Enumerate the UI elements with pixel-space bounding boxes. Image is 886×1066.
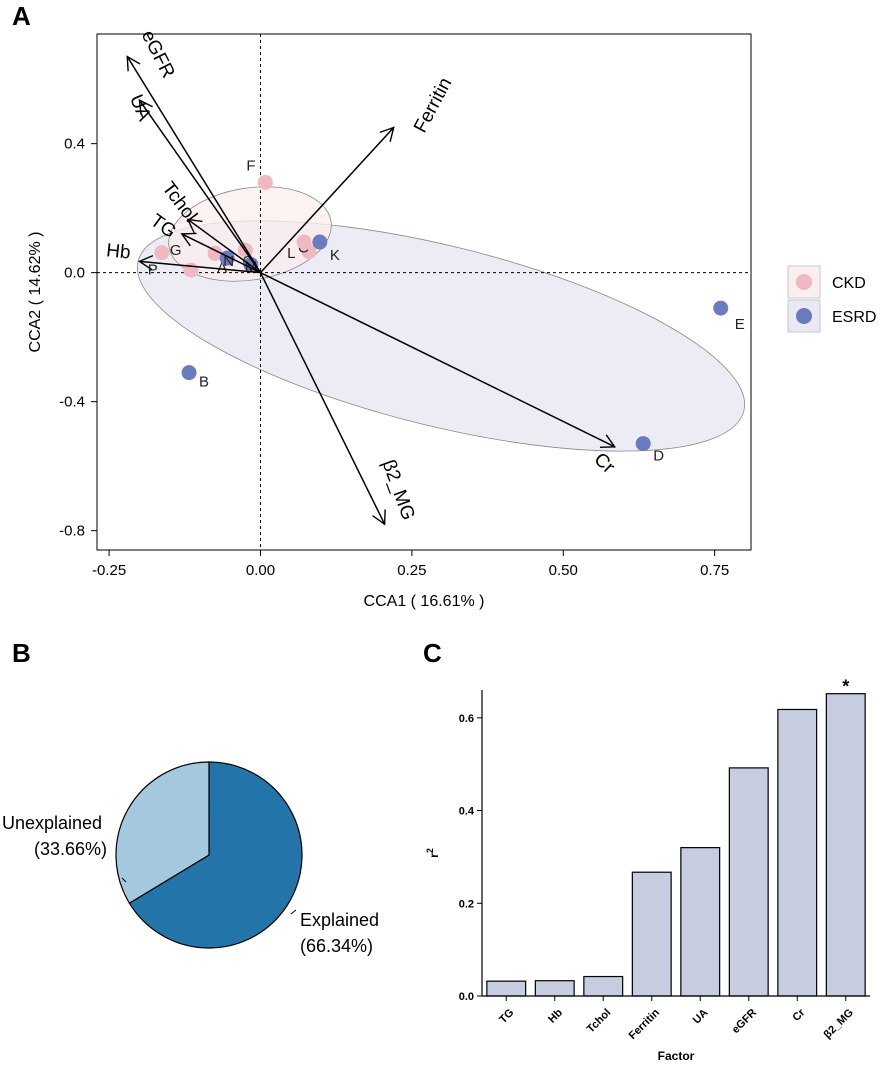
- point-g: [183, 262, 199, 278]
- legend-label-esrd: ESRD: [832, 309, 876, 326]
- point-label-p: P: [148, 262, 158, 279]
- vector-ferritin: [259, 126, 395, 274]
- point-label-k: K: [330, 247, 340, 264]
- x-tick-label-hb: Hb: [546, 1007, 565, 1026]
- plot-frame: [96, 33, 752, 551]
- pie-slice-explained: [128, 761, 303, 949]
- bars: *: [486, 677, 866, 997]
- x-axis-title: CCA1 ( 16.61% ): [364, 593, 485, 610]
- point-label-a: A: [217, 259, 227, 276]
- x-tick-label-2-mg: β2_MG: [822, 1007, 856, 1041]
- vector-ua: [138, 98, 262, 274]
- point-label-d: D: [653, 448, 664, 465]
- y-axis-title: r2: [425, 848, 441, 858]
- bar-tg: [486, 980, 527, 997]
- vector-label-ferritin: Ferritin: [410, 74, 456, 136]
- point-d: [635, 436, 651, 452]
- pie-pct-unexplained: (33.66%): [34, 839, 107, 859]
- y-tick-label-0: 0.0: [459, 991, 474, 1003]
- point-label-n: N: [223, 253, 234, 270]
- x-tick-label-ua: UA: [691, 1007, 711, 1027]
- legend-marker-esrd: [796, 308, 812, 324]
- pie-label-explained: Explained: [300, 910, 379, 930]
- bar-ua: [680, 847, 721, 997]
- vector-tchol: [186, 218, 261, 274]
- vector-label-ua: UA: [125, 92, 155, 125]
- panel-letter-a: A: [12, 1, 31, 31]
- x-tick-label-tg: TG: [497, 1007, 516, 1026]
- x-tick-label-egfr: eGFR: [730, 1007, 759, 1036]
- x-tick-label-1: 0.00: [246, 562, 275, 579]
- vector-2-mg: [259, 272, 386, 526]
- point-a: [207, 245, 223, 261]
- vector-hb: [137, 254, 261, 274]
- y-tick-label-1: 0.2: [459, 898, 474, 910]
- y-axis-title-sup: 2: [425, 848, 435, 853]
- x-tick-label-0: -0.25: [92, 562, 126, 579]
- pie-label-unexplained: Unexplained: [2, 813, 102, 833]
- point-b: [181, 365, 197, 381]
- point-f: [257, 174, 273, 190]
- legend-label-ckd: CKD: [832, 275, 866, 292]
- cca-biplot: ACFGLOPBDEKMN eGFRUAFerritinTcholTGHbCrβ…: [27, 27, 752, 610]
- vector-label-egfr: eGFR: [137, 27, 179, 82]
- legend-marker-ckd: [796, 274, 812, 290]
- leader-explained: [290, 909, 297, 915]
- significance-marker-2-mg: *: [842, 677, 849, 697]
- pie-slice-unexplained: [115, 761, 210, 904]
- point-l: [296, 234, 312, 250]
- vector-label-cr: Cr: [590, 449, 619, 478]
- bar-cr: [777, 708, 818, 997]
- y-axis-title-r: r: [427, 853, 441, 858]
- y-tick-label-2: -0.4: [59, 394, 85, 411]
- vector-egfr: [126, 55, 262, 274]
- r2-bar-chart: * 0.0 0.2 0.4 0.6 TG Hb Tchol Ferritin UA eGFR Cr…: [425, 677, 870, 1063]
- vector-label-2-mg: β2_MG: [378, 457, 419, 523]
- point-p: [154, 245, 170, 261]
- x-tick-label-2: 0.25: [397, 562, 426, 579]
- x-tick-label-cr: Cr: [790, 1006, 808, 1024]
- y-axis-ticks: 0.0 0.2 0.4 0.6: [459, 713, 482, 1003]
- pie-pct-explained: (66.34%): [300, 936, 373, 956]
- point-label-b: B: [199, 374, 209, 391]
- y-tick-label-2: 0.4: [459, 806, 475, 818]
- vector-tg: [180, 232, 261, 274]
- x-tick-label-ferritin: Ferritin: [627, 1007, 662, 1042]
- point-label-g: G: [170, 242, 182, 259]
- bar-hb: [534, 980, 575, 997]
- y-tick-label-3: -0.8: [59, 523, 85, 540]
- point-e: [713, 300, 729, 316]
- x-tick-label-tchol: Tchol: [585, 1007, 614, 1036]
- x-axis-title: Factor: [658, 1049, 695, 1063]
- vector-cr: [260, 271, 617, 449]
- bar-egfr: [728, 767, 769, 997]
- x-tick-label-4: 0.75: [700, 562, 729, 579]
- legend: CKD ESRD: [787, 265, 876, 333]
- point-k: [312, 234, 328, 250]
- sample-points: ACFGLOPBDEKMN: [148, 157, 745, 464]
- x-axis-ticks: -0.25 0.00 0.25 0.50 0.75: [92, 550, 729, 579]
- y-axis-ticks: 0.4 0.0 -0.4 -0.8: [59, 136, 97, 540]
- pie-slices: [115, 761, 303, 949]
- bar-2-mg: [825, 693, 866, 997]
- group-ellipses: [136, 186, 746, 452]
- y-tick-label-3: 0.6: [459, 713, 474, 725]
- point-label-l: L: [287, 245, 295, 262]
- panel-letter-b: B: [12, 638, 31, 668]
- bar-ferritin: [631, 871, 672, 997]
- x-tick-label-3: 0.50: [549, 562, 578, 579]
- vector-label-hb: Hb: [105, 240, 131, 263]
- y-tick-label-1: 0.0: [64, 265, 85, 282]
- y-axis-title: CCA2 ( 14.62% ): [27, 232, 44, 353]
- point-label-m: M: [245, 259, 257, 276]
- y-tick-label-0: 0.4: [64, 136, 85, 153]
- bar-tchol: [583, 975, 624, 997]
- panel-letter-c: C: [423, 638, 442, 668]
- leader-unexplained: [121, 877, 127, 883]
- x-axis-ticks: TG Hb Tchol Ferritin UA eGFR Cr β2_MG: [497, 996, 856, 1042]
- point-label-e: E: [735, 316, 745, 333]
- point-label-f: F: [246, 157, 255, 174]
- variance-pie: Unexplained (33.66%) Explained (66.34%): [2, 761, 379, 956]
